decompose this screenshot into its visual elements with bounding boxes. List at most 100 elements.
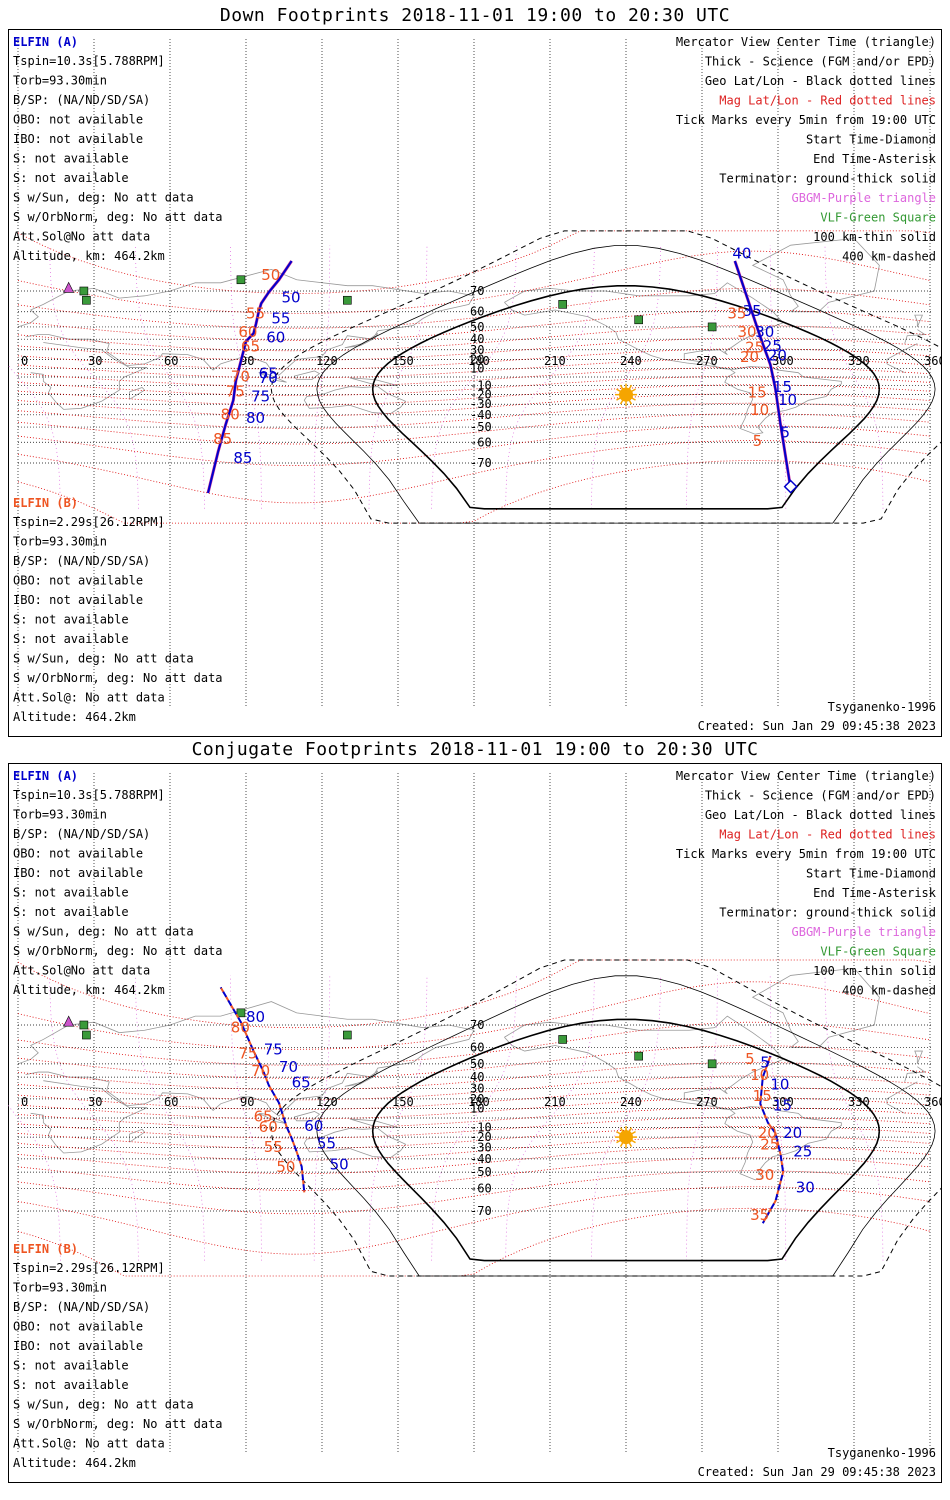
mag-parallel [17, 1157, 931, 1191]
lat-tick-label: 60 [470, 305, 484, 319]
mag-parallel [17, 287, 931, 329]
model-label: Tsyganenko-1996 [828, 1446, 936, 1460]
elfin-b-tick-label: 80 [221, 405, 240, 423]
lat-tick-label: -40 [470, 408, 492, 422]
vlf-site-square [236, 1008, 246, 1018]
elfin-b-tick-label: 60 [259, 1118, 278, 1136]
lon-tick-label: 330 [848, 354, 870, 368]
lon-tick-label: 300 [772, 354, 794, 368]
mag-parallel [17, 393, 931, 417]
elfin-a-info-line: S: not available [13, 152, 129, 166]
mag-parallel [17, 1107, 931, 1129]
elfin-a-track-west [219, 986, 306, 1193]
elfin-a-tick-label: 40 [732, 245, 751, 263]
sun-disk [619, 387, 633, 402]
geo-grid [17, 773, 932, 1453]
elfin-b-info-line: S: not available [13, 1378, 129, 1392]
lon-tick-label: 150 [392, 1095, 414, 1109]
legend-entry: 100 km-thin solid [813, 230, 936, 244]
lon-tick-label: 330 [848, 1095, 870, 1109]
elfin-a-name: ELFIN (A) [13, 769, 78, 783]
vlf-site-square [79, 286, 89, 296]
elfin-a-info-line: Tspin=10.3s[5.788RPM] [13, 54, 165, 68]
vlf-site-square [236, 275, 246, 285]
mag-meridian [230, 975, 262, 1261]
elfin-a-tick-label: 65 [259, 364, 278, 382]
elfin-a-track-west [207, 260, 293, 494]
lon-tick-label: 90 [240, 354, 254, 368]
model-label: Tsyganenko-1996 [828, 700, 936, 714]
elfin-a-info-line: OBO: not available [13, 113, 143, 127]
map-layer: 0 30 60 90 120 150 180 210 240 270 300 330 360 70 60 50… [8, 763, 942, 1483]
lat-tick-label: 10 [470, 361, 484, 375]
coastlines [17, 238, 927, 435]
elfin-b-info-line: IBO: not available [13, 593, 143, 607]
elfin-a-tick-label: 20 [783, 1124, 802, 1142]
legend-entry: Start Time-Diamond [806, 867, 936, 881]
info-blocks: ELFIN (A) Tspin=10.3s[5.788RPM] Torb=93.30… [13, 35, 223, 724]
elfin-a-info-line: S: not available [13, 171, 129, 185]
mag-parallel [17, 337, 931, 361]
elfin-a-tick-label: 80 [246, 409, 265, 427]
mag-parallel [17, 1097, 931, 1120]
lat-tick-label: -10 [470, 379, 492, 393]
legend-entry: GBGM-Purple triangle [792, 191, 937, 205]
elfin-b-info-line: B/SP: (NA/ND/SD/SA) [13, 1300, 150, 1314]
panel-1-title: Down Footprints 2018-11-01 19:00 to 20:3… [219, 5, 731, 26]
vlf-site-square [707, 322, 717, 332]
mag-meridian [769, 975, 787, 1261]
legend-entry: Geo Lat/Lon - Black dotted lines [705, 74, 936, 88]
elfin-b-name: ELFIN (B) [13, 1242, 78, 1256]
elfin-b-info-line: Tspin=2.29s[26.12RPM] [13, 1261, 165, 1275]
elfin-b-tick-label: 75 [226, 383, 245, 401]
mag-parallel [17, 250, 931, 314]
lon-tick-label: 120 [316, 354, 338, 368]
elfin-b-tick-label: 15 [748, 383, 767, 401]
mag-parallel [17, 1087, 931, 1110]
elfin-b-info-line: Torb=93.30min [13, 535, 107, 549]
elfin-a-info-line: B/SP: (NA/ND/SD/SA) [13, 827, 150, 841]
info-blocks: ELFIN (A) Tspin=10.3s[5.788RPM] Torb=93.30… [13, 769, 223, 1470]
mag-parallel [17, 1075, 931, 1101]
mag-parallel [17, 1135, 931, 1161]
lon-tick-label: 360 [924, 354, 942, 368]
mag-parallel [17, 460, 931, 524]
elfin-b-info-line: S: not available [13, 1359, 129, 1373]
elfin-b-info-line: S w/Sun, deg: No att data [13, 1398, 194, 1412]
legend-entry: Start Time-Diamond [806, 133, 936, 147]
mag-parallel [17, 1170, 931, 1215]
gbgm-site-triangle [63, 1015, 75, 1027]
ground-sites [63, 1008, 717, 1069]
elfin-b-info-line: Altitude: 464.2km [13, 1456, 136, 1470]
coastline [293, 370, 321, 380]
lat-tick-label: -40 [470, 1152, 492, 1166]
coastline [349, 377, 399, 387]
legend-entry: Thick - Science (FGM and/or EPD) [705, 55, 936, 69]
mag-parallel [17, 1021, 931, 1066]
map-frame [8, 763, 942, 1483]
mag-parallel [17, 1062, 931, 1090]
panel-2-title: Conjugate Footprints 2018-11-01 19:00 to… [191, 739, 759, 760]
legend-entry: Thick - Science (FGM and/or EPD) [705, 789, 936, 803]
lat-tick-label: -30 [470, 1140, 492, 1154]
coastline [303, 1127, 407, 1159]
elfin-a-tick-label: 75 [251, 387, 270, 405]
coastline [17, 268, 927, 376]
coastlines [17, 967, 927, 1181]
elfin-b-tick-label: 20 [758, 1124, 777, 1142]
elfin-b-info-line: S: not available [13, 613, 129, 627]
coastline [751, 238, 880, 313]
mag-meridian [313, 975, 331, 1261]
mag-parallel [17, 1126, 931, 1149]
legend-entry: VLF-Green Square [820, 211, 936, 225]
lat-tick-label: -10 [470, 1120, 492, 1134]
elfin-a-tick-label: 60 [266, 329, 285, 347]
conjugate-footprints-map: 0 30 60 90 120 150 180 210 240 270 300 330 360 70 60 50… [8, 763, 942, 1483]
elfin-b-tick-label: 30 [755, 1166, 774, 1184]
mag-parallel [17, 309, 931, 341]
lat-tick-label: -60 [470, 1182, 492, 1196]
ground-terminator [371, 1018, 881, 1262]
legend-entry: GBGM-Purple triangle [792, 925, 937, 939]
elfin-b-tick-label: 55 [246, 304, 265, 322]
elfin-a-tick-label: 30 [755, 323, 774, 341]
